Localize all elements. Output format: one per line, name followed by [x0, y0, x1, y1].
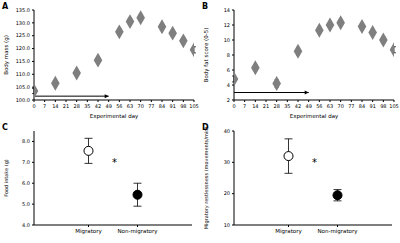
svg-text:12: 12 — [224, 22, 230, 28]
svg-text:30: 30 — [224, 159, 230, 165]
svg-text:49: 49 — [305, 103, 311, 109]
svg-text:42: 42 — [95, 103, 101, 109]
svg-text:Food intake (g): Food intake (g) — [8, 159, 10, 197]
svg-text:Body fat score (0-5): Body fat score (0-5) — [203, 28, 210, 83]
svg-text:4: 4 — [227, 82, 230, 88]
svg-text:70: 70 — [137, 103, 143, 109]
svg-text:105.0: 105.0 — [16, 84, 30, 90]
svg-text:63: 63 — [127, 103, 133, 109]
svg-text:28: 28 — [273, 103, 279, 109]
svg-text:8.0: 8.0 — [22, 138, 30, 144]
svg-text:Non-migratory: Non-migratory — [318, 228, 359, 235]
svg-text:35: 35 — [84, 103, 90, 109]
svg-text:Migratory restlessness (moveme: Migratory restlessness (movements/min) — [203, 127, 210, 230]
svg-text:28: 28 — [73, 103, 79, 109]
svg-text:98: 98 — [180, 103, 186, 109]
svg-text:35: 35 — [284, 103, 290, 109]
svg-text:115.0: 115.0 — [16, 58, 30, 64]
svg-text:Migratory: Migratory — [275, 228, 302, 235]
svg-text:6.0: 6.0 — [22, 180, 30, 186]
svg-text:110.0: 110.0 — [16, 71, 30, 77]
svg-text:14: 14 — [224, 7, 230, 13]
svg-text:63: 63 — [327, 103, 333, 109]
svg-text:0: 0 — [232, 103, 235, 109]
svg-text:135.0: 135.0 — [16, 7, 30, 13]
svg-text:91: 91 — [169, 103, 175, 109]
svg-text:0: 0 — [32, 103, 35, 109]
svg-text:105: 105 — [189, 103, 199, 109]
svg-text:14: 14 — [52, 103, 58, 109]
svg-text:Experimental day: Experimental day — [290, 113, 339, 120]
svg-text:40: 40 — [224, 128, 230, 134]
svg-text:100.0: 100.0 — [16, 97, 30, 103]
svg-text:77: 77 — [148, 103, 154, 109]
svg-text:7.0: 7.0 — [22, 159, 30, 165]
svg-text:10: 10 — [224, 222, 230, 228]
svg-text:7: 7 — [243, 103, 246, 109]
svg-text:Experimental day: Experimental day — [90, 113, 139, 120]
svg-text:70: 70 — [337, 103, 343, 109]
svg-text:91: 91 — [369, 103, 375, 109]
svg-text:4.0: 4.0 — [22, 222, 30, 228]
svg-text:98: 98 — [380, 103, 386, 109]
svg-text:49: 49 — [105, 103, 111, 109]
svg-text:10: 10 — [224, 37, 230, 43]
svg-text:105: 105 — [389, 103, 392, 109]
svg-text:14: 14 — [252, 103, 258, 109]
svg-text:20: 20 — [224, 190, 230, 196]
svg-text:Body mass (g): Body mass (g) — [8, 35, 10, 75]
svg-text:Non-migratory: Non-migratory — [118, 228, 159, 235]
svg-text:21: 21 — [63, 103, 69, 109]
svg-text:84: 84 — [159, 103, 165, 109]
svg-text:21: 21 — [263, 103, 269, 109]
svg-text:7: 7 — [43, 103, 46, 109]
svg-text:125.0: 125.0 — [16, 32, 30, 38]
svg-text:84: 84 — [359, 103, 365, 109]
svg-text:6: 6 — [227, 67, 230, 73]
svg-text:8: 8 — [227, 52, 230, 58]
svg-text:56: 56 — [116, 103, 122, 109]
svg-text:Migratory: Migratory — [75, 228, 102, 235]
svg-text:77: 77 — [348, 103, 354, 109]
svg-text:130.0: 130.0 — [16, 20, 30, 26]
svg-text:5.0: 5.0 — [22, 201, 30, 207]
svg-text:120.0: 120.0 — [16, 45, 30, 51]
svg-text:56: 56 — [316, 103, 322, 109]
svg-text:42: 42 — [295, 103, 301, 109]
svg-text:2: 2 — [227, 97, 230, 103]
